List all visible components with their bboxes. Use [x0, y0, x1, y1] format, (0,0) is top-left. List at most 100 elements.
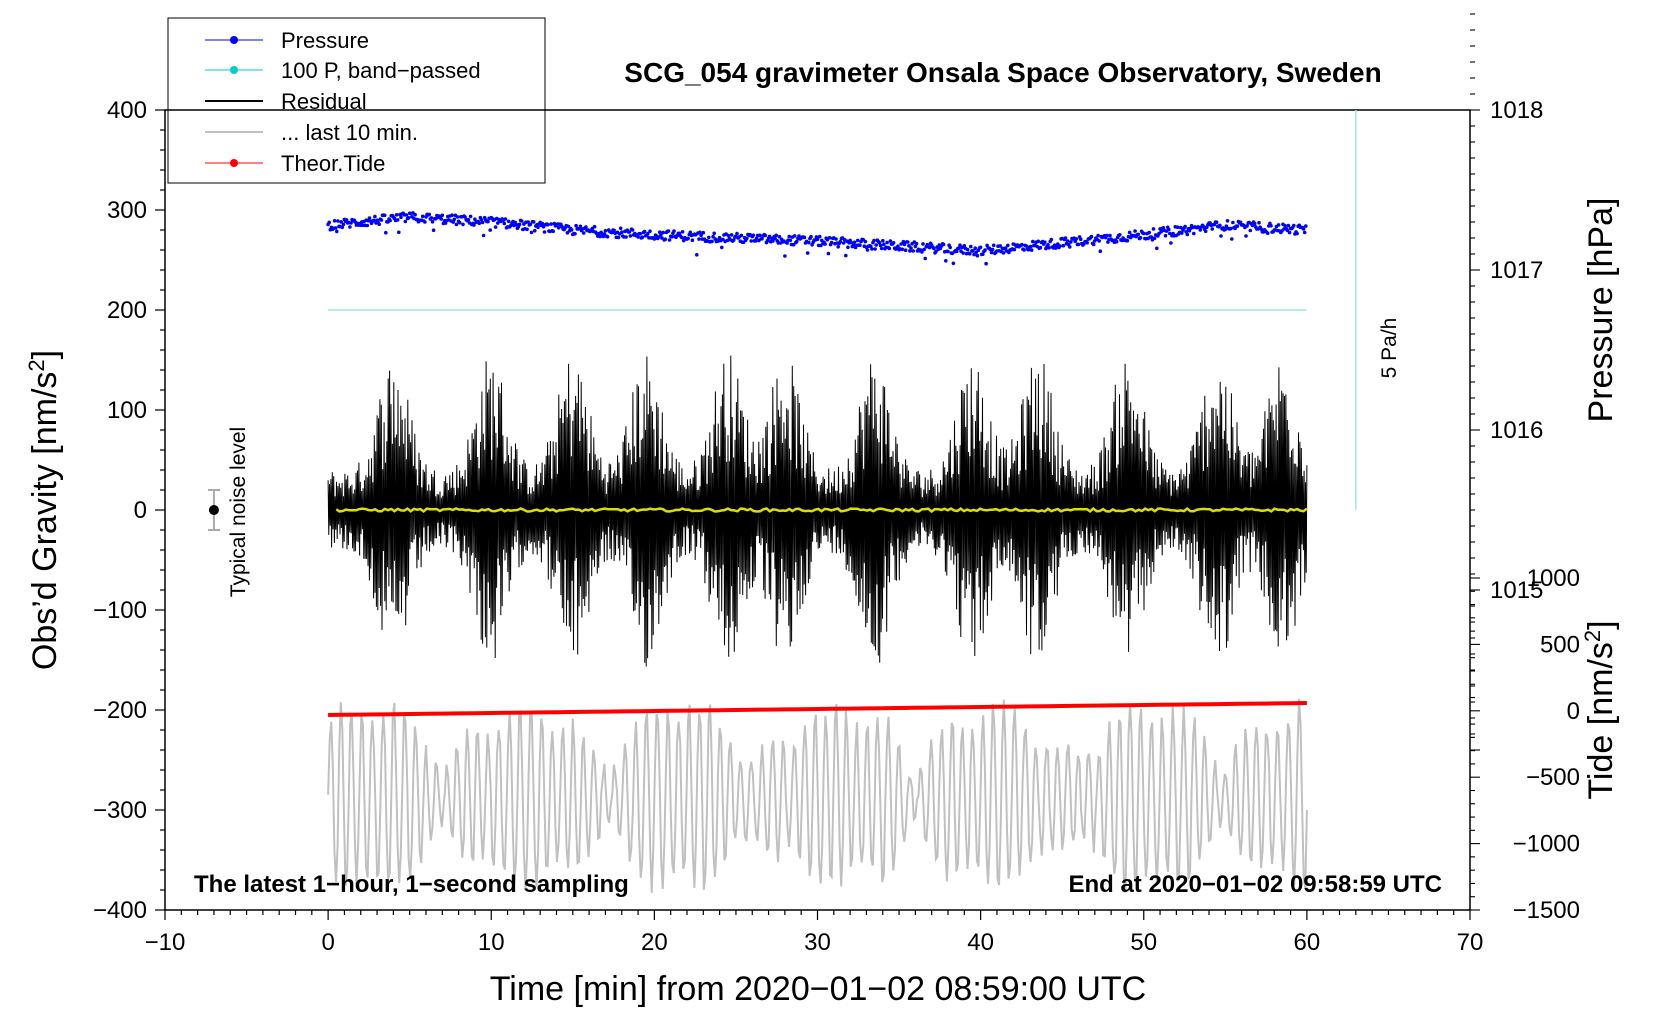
pressure-point	[688, 230, 693, 235]
pressure-point	[1046, 243, 1050, 247]
pressure-point	[863, 239, 868, 244]
x-tick-label: 70	[1457, 929, 1484, 956]
pressure-point	[844, 253, 848, 258]
pressure-point	[1031, 239, 1035, 244]
pressure-point	[823, 242, 827, 246]
pressure-point	[882, 242, 886, 247]
pressure-point	[1074, 237, 1079, 241]
pressure-point	[656, 235, 661, 239]
pressure-point	[440, 213, 445, 218]
pressure-point	[372, 218, 376, 223]
pressure-point	[1106, 240, 1110, 244]
pressure-point	[901, 239, 906, 244]
pressure-point	[399, 215, 403, 220]
pressure-point	[1257, 220, 1261, 225]
pressure-point	[1184, 230, 1188, 234]
pressure-point	[809, 234, 813, 239]
pressure-point	[758, 233, 762, 238]
pressure-point	[618, 226, 623, 231]
pressure-point	[1230, 237, 1234, 241]
pressure-point	[1125, 238, 1130, 243]
pressure-point	[879, 246, 884, 251]
pressure-point	[1043, 240, 1047, 244]
y-axis-label-tide: Tide [nm/s2]	[1580, 620, 1620, 799]
pressure-point	[592, 224, 597, 229]
pressure-point	[885, 240, 889, 245]
residual-trace	[327, 355, 1308, 667]
pressure-point	[834, 237, 838, 241]
pressure-point	[1151, 227, 1156, 231]
pressure-point	[1183, 224, 1187, 229]
pressure-point	[1185, 232, 1190, 237]
x-tick-label: 50	[1130, 929, 1157, 956]
pressure-point	[695, 253, 699, 257]
y-axis-pressure: 1015 1016 1017 1018	[1470, 13, 1543, 751]
pressure-point	[697, 237, 701, 241]
pressure-point	[612, 228, 616, 233]
pressure-point	[1245, 224, 1249, 228]
legend-tide-dot	[230, 159, 238, 167]
pressure-point	[771, 239, 775, 243]
pressure-point	[729, 233, 734, 237]
pressure-point	[1214, 220, 1219, 224]
pressure-point	[348, 225, 352, 229]
pressure-point	[1218, 223, 1222, 228]
pressure-point	[751, 233, 756, 238]
pressure-point	[549, 222, 553, 226]
pressure-point	[899, 242, 903, 246]
pressure-point	[1097, 239, 1101, 243]
pressure-point	[1114, 239, 1119, 244]
series-last10	[327, 698, 1308, 893]
pressure-point	[1269, 223, 1273, 228]
legend-pressure-dot	[230, 36, 238, 44]
smoothed-residual-trace	[335, 506, 1308, 514]
pressure-point	[954, 249, 959, 254]
pressure-point	[333, 226, 338, 230]
pressure-point	[932, 246, 936, 251]
pressure-point	[946, 249, 950, 254]
pressure-point	[739, 233, 744, 238]
pressure-point	[701, 230, 706, 235]
pressure-point	[477, 221, 482, 226]
pressure-point	[546, 222, 550, 227]
pressure-point	[1175, 225, 1180, 229]
pressure-point	[466, 218, 471, 222]
noise-bar-center	[208, 505, 219, 515]
pressure-point	[540, 221, 545, 226]
pressure-point	[900, 247, 905, 252]
pressure-point	[1068, 245, 1072, 249]
pressure-point	[981, 252, 985, 256]
pressure-point	[1085, 241, 1089, 245]
pressure-point	[957, 246, 961, 250]
pressure-point	[327, 220, 332, 225]
pressure-point	[1259, 227, 1263, 231]
pressure-point	[1133, 229, 1137, 233]
pressure-point	[646, 231, 650, 236]
pressure-point	[1252, 221, 1257, 226]
tide-tick-label: 500	[1540, 631, 1580, 658]
pressure-point	[616, 235, 621, 240]
pressure-point	[1169, 241, 1173, 245]
annotation-end-time: End at 2020−01−02 09:58:59 UTC	[1068, 871, 1442, 898]
pressure-point	[517, 222, 522, 227]
pressure-point	[556, 226, 561, 230]
y-tick-label: 0	[134, 497, 147, 524]
pressure-point	[452, 217, 457, 222]
pressure-point	[1210, 227, 1215, 231]
pressure-point	[1201, 224, 1206, 229]
pressure-point	[367, 216, 372, 220]
pressure-point	[773, 236, 777, 241]
pressure-point	[1012, 247, 1017, 252]
pressure-point	[525, 227, 529, 232]
pressure-point	[481, 233, 486, 238]
pressure-point	[461, 222, 465, 227]
pressure-point	[690, 238, 695, 242]
pressure-point	[652, 237, 657, 241]
pressure-point	[480, 220, 485, 225]
pressure-point	[1061, 243, 1066, 248]
pressure-point	[1152, 236, 1157, 241]
pressure-point	[332, 219, 337, 223]
pressure-point	[760, 237, 764, 241]
pressure-point	[605, 235, 610, 239]
